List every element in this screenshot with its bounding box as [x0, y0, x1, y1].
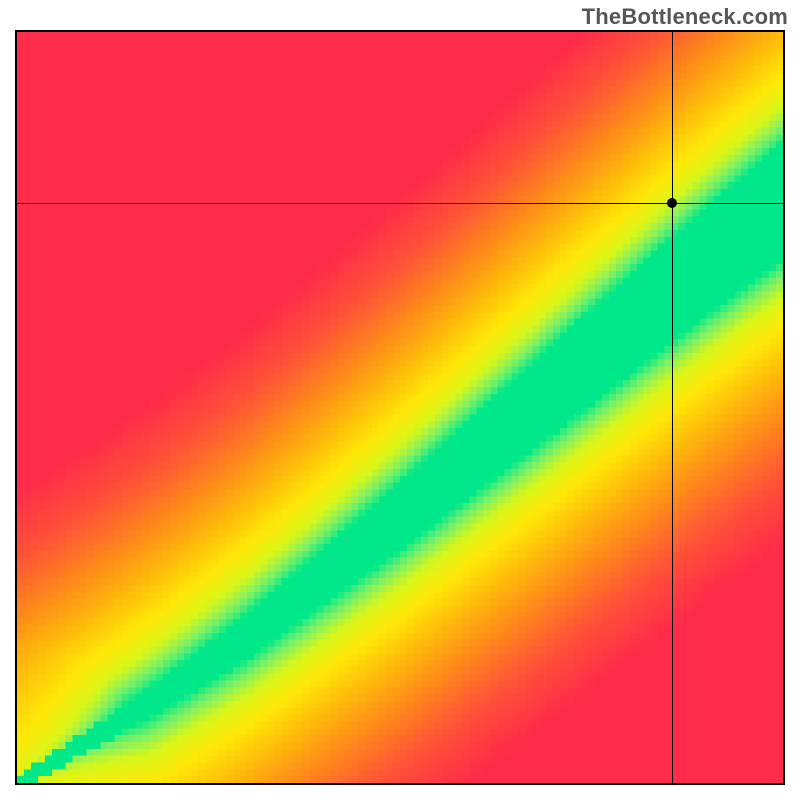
heatmap-canvas: [17, 32, 783, 783]
chart-container: TheBottleneck.com: [0, 0, 800, 800]
heatmap-plot: [15, 30, 785, 785]
crosshair-marker: [667, 198, 677, 208]
crosshair-vertical: [672, 32, 673, 783]
watermark-text: TheBottleneck.com: [582, 4, 788, 30]
